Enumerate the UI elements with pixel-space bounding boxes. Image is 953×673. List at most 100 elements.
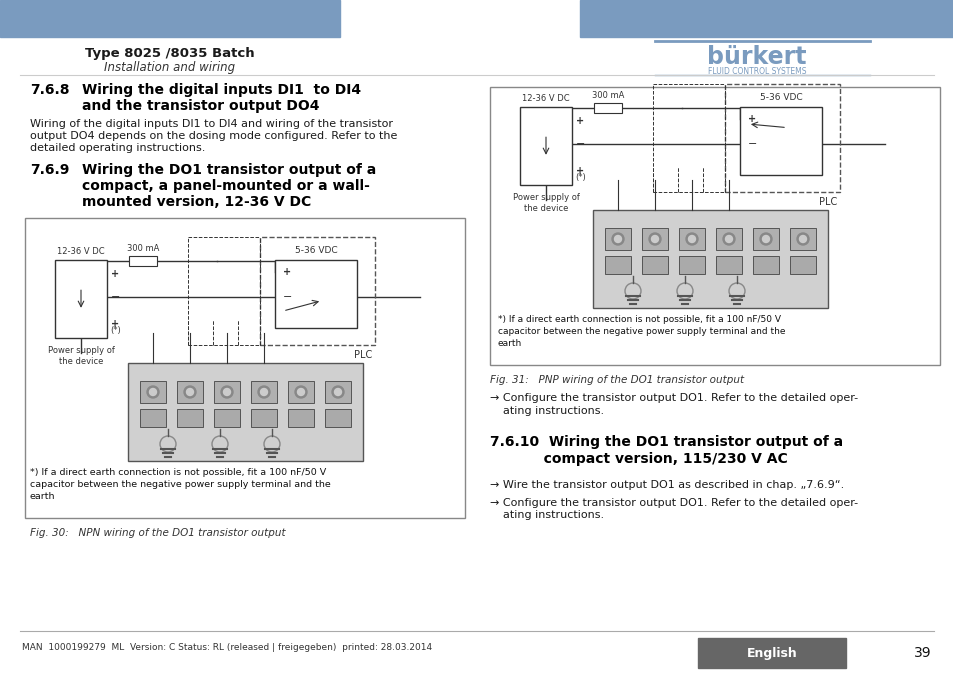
- Text: 5-36 VDC: 5-36 VDC: [294, 246, 337, 255]
- Circle shape: [297, 388, 304, 396]
- Text: output DO4 depends on the dosing mode configured. Refer to the: output DO4 depends on the dosing mode co…: [30, 131, 397, 141]
- Text: Wiring the digital inputs DI1  to DI4: Wiring the digital inputs DI1 to DI4: [82, 83, 361, 97]
- Bar: [213, 409, 240, 427]
- Bar: [274, 260, 356, 328]
- Bar: [519, 107, 572, 185]
- Bar: [679, 228, 704, 250]
- Text: 7.6.9: 7.6.9: [30, 163, 70, 177]
- Circle shape: [722, 233, 734, 245]
- Bar: [716, 228, 741, 250]
- Bar: [25, 218, 464, 518]
- Text: Wiring of the digital inputs DI1 to DI4 and wiring of the transistor: Wiring of the digital inputs DI1 to DI4 …: [30, 119, 393, 129]
- Bar: [593, 210, 827, 308]
- Bar: [789, 256, 815, 274]
- Text: → Configure the transistor output DO1. Refer to the detailed oper-: → Configure the transistor output DO1. R…: [490, 498, 858, 508]
- Text: *) If a direct earth connection is not possible, fit a 100 nF/50 V: *) If a direct earth connection is not p…: [30, 468, 326, 477]
- Text: the device: the device: [523, 204, 568, 213]
- Text: earth: earth: [30, 492, 55, 501]
- Text: Power supply of: Power supply of: [512, 193, 578, 202]
- Bar: [177, 409, 203, 427]
- Circle shape: [612, 233, 623, 245]
- Text: 300 mA: 300 mA: [127, 244, 159, 253]
- Bar: [579, 0, 953, 37]
- Text: ating instructions.: ating instructions.: [502, 406, 603, 416]
- Text: −: −: [747, 139, 757, 149]
- Text: +: +: [283, 267, 291, 277]
- Bar: [251, 409, 276, 427]
- Text: 5-36 VDC: 5-36 VDC: [759, 93, 801, 102]
- Text: PLC: PLC: [354, 350, 372, 360]
- Bar: [213, 381, 240, 403]
- Bar: [641, 256, 667, 274]
- Text: Fig. 30:   NPN wiring of the DO1 transistor output: Fig. 30: NPN wiring of the DO1 transisto…: [30, 528, 285, 538]
- Circle shape: [761, 236, 769, 242]
- Text: detailed operating instructions.: detailed operating instructions.: [30, 143, 205, 153]
- Text: +: +: [576, 166, 583, 176]
- Text: −: −: [576, 139, 585, 149]
- Text: PLC: PLC: [818, 197, 836, 207]
- Bar: [140, 409, 166, 427]
- Text: → Configure the transistor output DO1. Refer to the detailed oper-: → Configure the transistor output DO1. R…: [490, 393, 858, 403]
- Bar: [0, 0, 339, 37]
- Circle shape: [221, 386, 233, 398]
- Circle shape: [685, 233, 698, 245]
- Bar: [716, 256, 741, 274]
- Bar: [752, 228, 779, 250]
- Text: Installation and wiring: Installation and wiring: [104, 61, 235, 74]
- Text: −: −: [283, 292, 292, 302]
- Circle shape: [147, 386, 159, 398]
- Bar: [604, 228, 630, 250]
- Circle shape: [796, 233, 808, 245]
- Text: *) If a direct earth connection is not possible, fit a 100 nF/50 V: *) If a direct earth connection is not p…: [497, 315, 781, 324]
- Bar: [129, 256, 157, 266]
- Circle shape: [335, 388, 341, 396]
- Bar: [325, 409, 351, 427]
- Circle shape: [257, 386, 270, 398]
- Bar: [288, 409, 314, 427]
- Bar: [260, 237, 375, 345]
- Text: 12-36 V DC: 12-36 V DC: [57, 247, 105, 256]
- Text: Wiring the DO1 transistor output of a: Wiring the DO1 transistor output of a: [82, 163, 375, 177]
- Text: Power supply of: Power supply of: [48, 346, 114, 355]
- Circle shape: [724, 236, 732, 242]
- Text: 7.6.10  Wiring the DO1 transistor output of a: 7.6.10 Wiring the DO1 transistor output …: [490, 435, 842, 449]
- Bar: [752, 256, 779, 274]
- Circle shape: [651, 236, 658, 242]
- Bar: [594, 103, 621, 113]
- Bar: [679, 256, 704, 274]
- Circle shape: [223, 388, 231, 396]
- Text: the device: the device: [59, 357, 103, 366]
- Bar: [641, 228, 667, 250]
- Text: FLUID CONTROL SYSTEMS: FLUID CONTROL SYSTEMS: [707, 67, 805, 76]
- Bar: [698, 638, 845, 668]
- Text: 39: 39: [913, 646, 931, 660]
- Text: Type 8025 /8035 Batch: Type 8025 /8035 Batch: [85, 47, 254, 60]
- Text: capacitor between the negative power supply terminal and the: capacitor between the negative power sup…: [30, 480, 331, 489]
- Text: MAN  1000199279  ML  Version: C Status: RL (released | freigegeben)  printed: 28: MAN 1000199279 ML Version: C Status: RL …: [22, 643, 432, 652]
- Text: mounted version, 12-36 V DC: mounted version, 12-36 V DC: [82, 195, 311, 209]
- Text: compact, a panel-mounted or a wall-: compact, a panel-mounted or a wall-: [82, 179, 370, 193]
- Text: −: −: [111, 293, 120, 302]
- Circle shape: [799, 236, 805, 242]
- Text: Fig. 31:   PNP wiring of the DO1 transistor output: Fig. 31: PNP wiring of the DO1 transisto…: [490, 375, 743, 385]
- Bar: [740, 107, 821, 175]
- Bar: [724, 84, 840, 192]
- Bar: [251, 381, 276, 403]
- Text: ating instructions.: ating instructions.: [502, 510, 603, 520]
- Bar: [55, 260, 107, 338]
- Bar: [288, 381, 314, 403]
- Text: English: English: [746, 647, 797, 660]
- Circle shape: [332, 386, 344, 398]
- Text: compact version, 115/230 V AC: compact version, 115/230 V AC: [490, 452, 787, 466]
- Circle shape: [760, 233, 771, 245]
- Bar: [789, 228, 815, 250]
- Circle shape: [150, 388, 156, 396]
- Text: earth: earth: [497, 339, 521, 348]
- Bar: [490, 87, 939, 365]
- Circle shape: [260, 388, 267, 396]
- Text: +: +: [111, 269, 119, 279]
- Text: and the transistor output DO4: and the transistor output DO4: [82, 99, 319, 113]
- Text: 12-36 V DC: 12-36 V DC: [521, 94, 569, 103]
- Bar: [604, 256, 630, 274]
- Text: → Wire the transistor output DO1 as described in chap. „7.6.9“.: → Wire the transistor output DO1 as desc…: [490, 480, 843, 490]
